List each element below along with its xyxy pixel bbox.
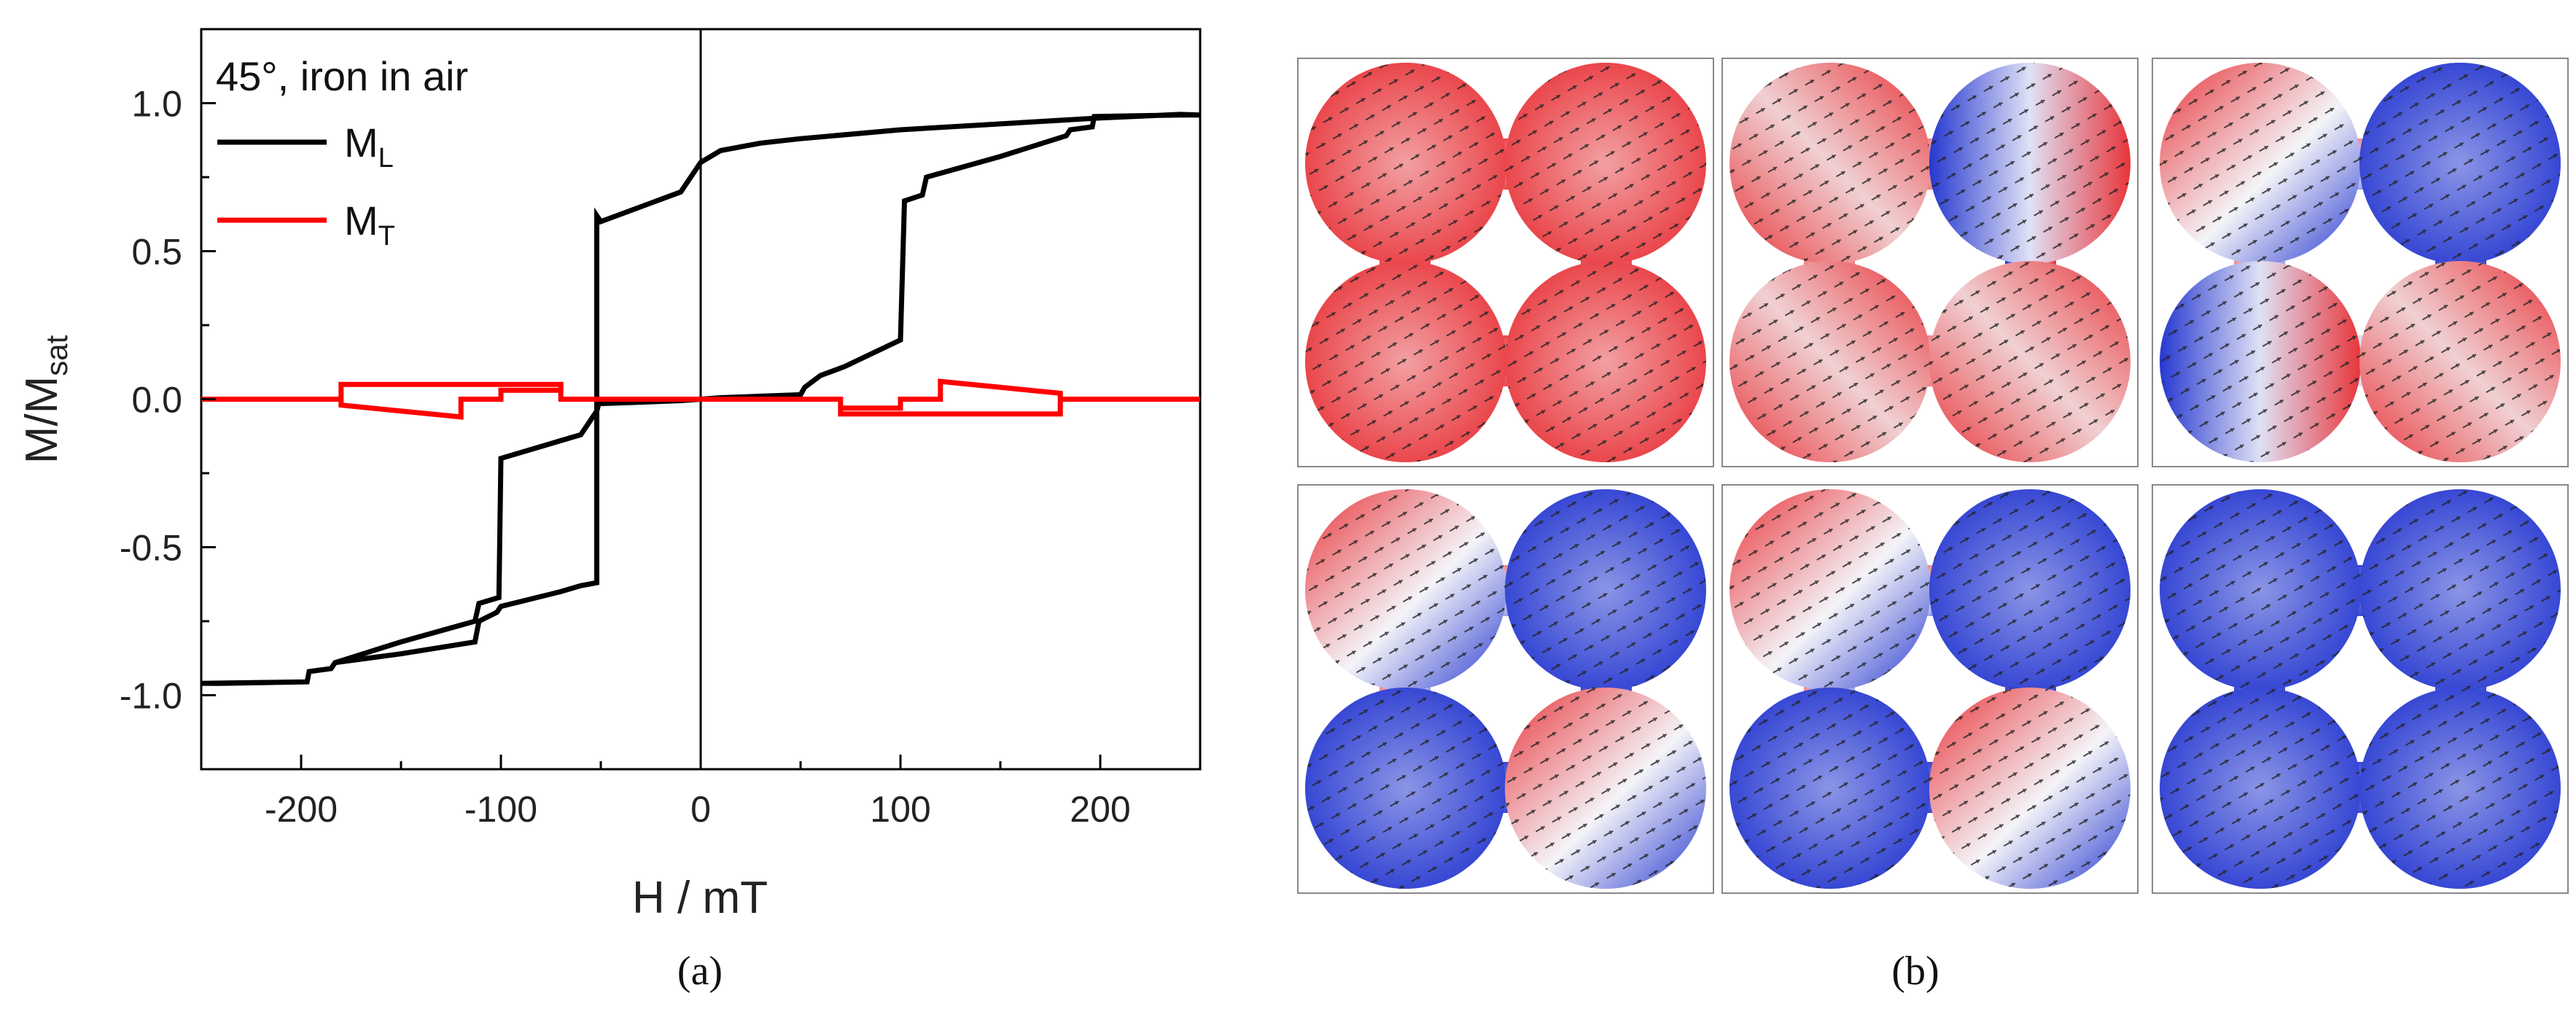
micromagnetic-states: (b)	[1297, 58, 2569, 994]
moment-arrows	[1729, 261, 1931, 462]
moment-arrows	[1305, 489, 1506, 690]
moment-arrows	[1505, 261, 1706, 462]
moment-arrows	[1729, 489, 1931, 690]
series-mt	[201, 378, 1200, 420]
magnetization-tile-5	[1721, 484, 2139, 894]
magnetization-tile-1	[1297, 58, 1714, 467]
moment-arrows	[1929, 688, 2131, 889]
x-tick-label: -200	[265, 789, 338, 830]
moment-arrows	[1505, 489, 1706, 690]
magnetization-tile-4	[1297, 484, 1714, 894]
moment-arrows	[1929, 489, 2131, 690]
panel-b-caption: (b)	[1891, 949, 1939, 994]
y-tick-label: 0.5	[131, 232, 182, 273]
moment-arrows	[2359, 261, 2561, 462]
y-tick-label: -1.0	[120, 676, 182, 717]
moment-arrows	[2160, 489, 2361, 690]
y-tick-label: -0.5	[120, 528, 182, 569]
magnetization-tile-3	[2152, 58, 2569, 467]
y-tick-label: 1.0	[131, 84, 182, 125]
x-tick-label: 100	[870, 789, 930, 830]
moment-arrows	[1505, 63, 1706, 264]
chart-annotation: 45°, iron in air	[216, 53, 468, 99]
y-axis-title: M/Msat	[17, 335, 74, 464]
moment-arrows	[1305, 688, 1506, 889]
hysteresis-chart: -200 -100 0 100 200 -1.0 -0.5 0.0 0.5 1.0 45°, ir…	[17, 28, 1202, 994]
x-axis-title: H / mT	[632, 873, 768, 923]
moment-arrows	[1929, 261, 2131, 462]
moment-arrows	[2160, 688, 2361, 889]
magnetization-tile-6	[2152, 484, 2569, 894]
moment-arrows	[2359, 489, 2561, 690]
moment-arrows	[1505, 688, 1706, 889]
moment-arrows	[1305, 63, 1506, 264]
moment-arrows	[2160, 63, 2361, 264]
moment-arrows	[1929, 63, 2131, 264]
moment-arrows	[1305, 261, 1506, 462]
legend-label-ml: ML	[344, 120, 394, 174]
magnetization-tile-2	[1721, 58, 2139, 467]
moment-arrows	[1729, 688, 1931, 889]
moment-arrows	[2160, 261, 2361, 462]
y-tick-label: 0.0	[131, 380, 182, 421]
panel-a-caption: (a)	[677, 949, 723, 994]
series-ml	[201, 112, 1200, 686]
moment-arrows	[2359, 688, 2561, 889]
x-tick-label: 200	[1070, 789, 1130, 830]
x-tick-label: -100	[464, 789, 537, 830]
moment-arrows	[2359, 63, 2561, 264]
legend-label-mt: MT	[344, 198, 395, 252]
moment-arrows	[1729, 63, 1931, 264]
x-tick-label: 0	[690, 789, 711, 830]
